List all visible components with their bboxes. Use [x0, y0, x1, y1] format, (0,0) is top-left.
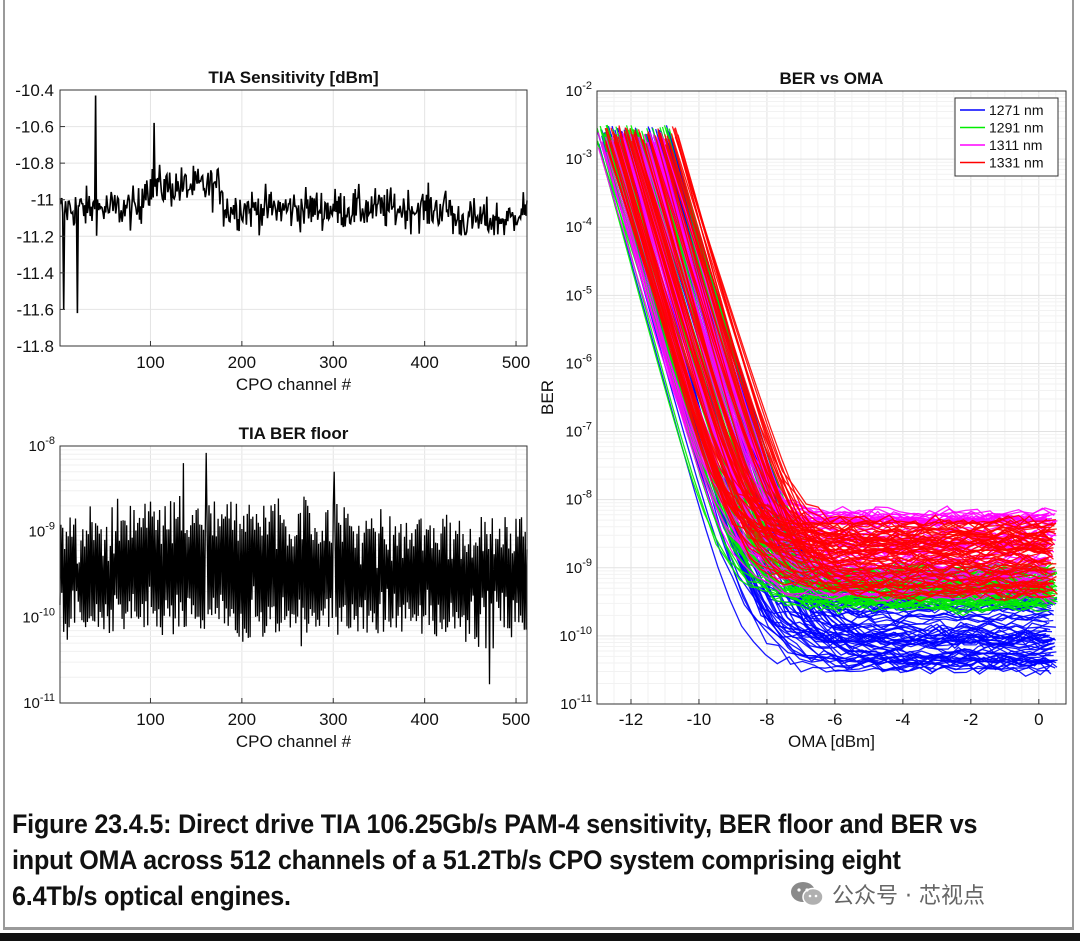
watermark-text: 公众号 · 芯视点: [832, 884, 985, 909]
x-tick-label: 0: [1034, 710, 1043, 729]
legend-label: 1271 nm: [989, 102, 1043, 118]
ber-floor-line: [59, 452, 528, 685]
ber-curve: [664, 138, 1046, 595]
y-tick-label: 10-2: [566, 80, 592, 100]
ber-curves: [597, 124, 1058, 677]
x-axis-label: CPO channel #: [236, 732, 352, 751]
legend-label: 1291 nm: [989, 120, 1043, 136]
ber-curve: [620, 141, 1050, 560]
figure-border: [3, 0, 1074, 930]
ber-curve: [656, 139, 1050, 525]
y-axis-label: BER: [538, 380, 557, 415]
watermark: 公众号 · 芯视点: [790, 878, 985, 910]
x-axis-label: OMA [dBm]: [788, 732, 875, 751]
figure-caption: Figure 23.4.5: Direct drive TIA 106.25Gb…: [12, 809, 978, 911]
x-tick-label: 300: [319, 710, 347, 729]
y-tick-label: 10-4: [566, 216, 592, 236]
ber-curve: [631, 138, 1049, 549]
x-tick-label: 500: [502, 710, 530, 729]
y-tick-label: -10.6: [15, 118, 54, 137]
x-tick-label: -2: [963, 710, 978, 729]
y-tick-label: -11.8: [17, 337, 55, 356]
ber-curve: [624, 127, 1054, 552]
x-tick-label: -6: [827, 710, 842, 729]
plot-border: [59, 89, 528, 347]
chart-title: BER vs OMA: [780, 69, 884, 88]
ber-curve: [631, 140, 1049, 575]
y-tick-label: -11.6: [17, 300, 55, 319]
ber-curve: [670, 133, 1053, 602]
x-tick-label: 400: [410, 353, 438, 372]
x-tick-label: 200: [228, 710, 256, 729]
y-tick-label: 10-11: [560, 693, 592, 713]
figure-charts: 100 200 300 400 500 -10.4 -10.6 -10.8 -11 -11.2 -1…: [15, 68, 1067, 751]
y-tick-label: 10-7: [566, 421, 592, 441]
ber-vs-oma-panel: -12 -10 -8 -6 -4 -2 0 10-2 10-3 10-4 10-5 10-6 10-7 1…: [538, 69, 1067, 751]
x-tick-label: -10: [687, 710, 712, 729]
y-tick-label: 10-10: [22, 606, 55, 626]
ber-curve: [671, 138, 1054, 546]
plot-area: [60, 90, 527, 346]
x-tick-label: 100: [136, 353, 164, 372]
wechat-icon: [791, 882, 824, 907]
y-tick-label: -11.4: [17, 264, 55, 283]
y-tick-label: 10-8: [566, 489, 592, 509]
y-tick-label: -11.2: [17, 227, 55, 246]
legend-label: 1311 nm: [989, 137, 1042, 153]
x-tick-label: 400: [410, 710, 438, 729]
ber-curve: [634, 129, 1052, 566]
ber-curve: [654, 135, 1048, 600]
ber-curve: [642, 139, 1048, 576]
x-tick-label: 300: [319, 353, 347, 372]
x-tick-label: -4: [895, 710, 910, 729]
ber-curve: [674, 136, 1057, 591]
chart-title: TIA Sensitivity [dBm]: [208, 68, 378, 87]
y-tick-label: 10-8: [29, 435, 55, 455]
x-tick-label: -12: [619, 710, 644, 729]
x-tick-label: 500: [502, 353, 530, 372]
y-tick-label: 10-10: [559, 625, 592, 645]
ber-curve: [643, 147, 1049, 522]
y-tick-label: 10-3: [566, 148, 592, 168]
sensitivity-line: [59, 95, 528, 314]
x-tick-label: 200: [228, 353, 256, 372]
y-tick-label: 10-9: [29, 521, 55, 541]
chart-title: TIA BER floor: [239, 424, 349, 443]
y-tick-label: -11: [31, 191, 54, 210]
x-tick-label: 100: [136, 710, 164, 729]
y-tick-label: 10-9: [566, 557, 592, 577]
plot-border: [596, 90, 1067, 705]
tia-sensitivity-panel: 100 200 300 400 500 -10.4 -10.6 -10.8 -11 -11.2 -1…: [15, 68, 530, 394]
x-tick-label: -8: [759, 710, 774, 729]
y-tick-label: 10-5: [566, 284, 592, 304]
ber-curve: [668, 138, 1050, 590]
y-tick-label: 10-6: [566, 352, 592, 372]
ber-curve: [606, 127, 1048, 529]
tia-ber-floor-panel: 100 200 300 400 500 10-8 10-9 10-10 10-11 TIA BER…: [22, 424, 530, 751]
ber-curve: [609, 142, 1051, 549]
x-axis-label: CPO channel #: [236, 375, 352, 394]
ber-curve: [624, 127, 1054, 627]
ber-curve: [613, 133, 1055, 530]
ber-curve: [627, 136, 1057, 534]
ber-curve: [650, 143, 1057, 543]
legend-label: 1331 nm: [989, 155, 1043, 171]
y-tick-label: -10.4: [15, 81, 54, 100]
plot-border: [59, 445, 528, 704]
y-tick-label: -10.8: [15, 154, 54, 173]
bottom-rule: [0, 933, 1080, 941]
y-tick-label: 10-11: [23, 692, 55, 712]
ber-curve: [627, 136, 1057, 590]
ber-curve: [614, 138, 1055, 540]
